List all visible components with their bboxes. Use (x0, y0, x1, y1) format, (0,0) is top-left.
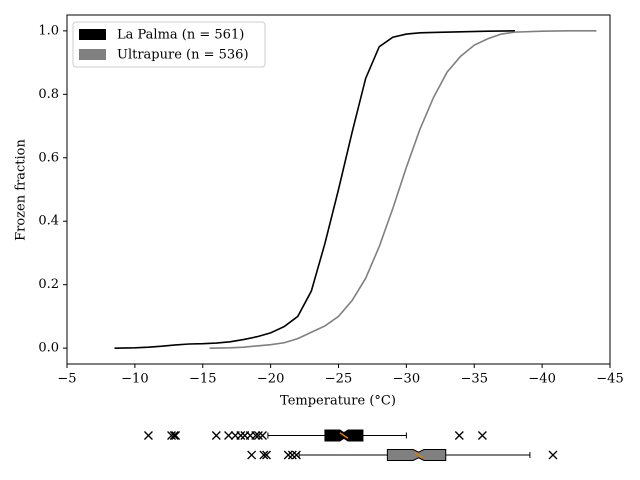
legend-label: La Palma (n = 561) (117, 28, 244, 43)
y-tick-label: 1.0 (38, 23, 59, 38)
x-tick-label: −10 (121, 372, 148, 387)
flier (454, 431, 464, 440)
x-tick-label: −15 (189, 372, 216, 387)
legend-frame (72, 21, 266, 68)
legend-swatch (79, 29, 106, 40)
flier (548, 450, 558, 460)
flier (169, 431, 179, 440)
flier (258, 431, 267, 440)
y-tick-label: 0.0 (38, 341, 59, 356)
x-axis-label: Temperature (°C) (280, 394, 396, 409)
x-tick-label: −30 (393, 372, 420, 387)
y-tick-label: 0.8 (38, 87, 59, 102)
flier (224, 431, 234, 440)
flier (287, 450, 297, 460)
y-tick-label: 0.6 (38, 150, 59, 165)
flier (259, 450, 269, 460)
x-tick-label: −35 (461, 372, 488, 387)
x-tick-label: −20 (257, 372, 284, 387)
flier (251, 431, 261, 440)
flier (262, 450, 272, 460)
flier (477, 431, 487, 440)
flier (253, 431, 263, 440)
median (339, 432, 349, 439)
x-tick-label: −45 (596, 372, 623, 387)
flier (283, 450, 293, 460)
flier (247, 450, 257, 460)
flier (211, 431, 221, 440)
legend-label: Ultrapure (n = 536) (117, 48, 249, 63)
line (209, 30, 597, 349)
flier (236, 431, 246, 440)
box (386, 449, 447, 461)
x-tick-label: −5 (57, 372, 76, 387)
flier (167, 431, 176, 440)
flier (291, 450, 301, 460)
x-tick-label: −25 (325, 372, 352, 387)
y-tick-label: 0.2 (38, 277, 59, 292)
flier (143, 431, 153, 440)
y-tick-label: 0.4 (38, 214, 59, 229)
legend-swatch (79, 49, 106, 60)
line (114, 30, 515, 349)
flier (171, 431, 181, 440)
median (414, 451, 424, 459)
x-tick-label: −40 (528, 372, 555, 387)
y-axis-label: Frozen fraction (14, 139, 29, 241)
